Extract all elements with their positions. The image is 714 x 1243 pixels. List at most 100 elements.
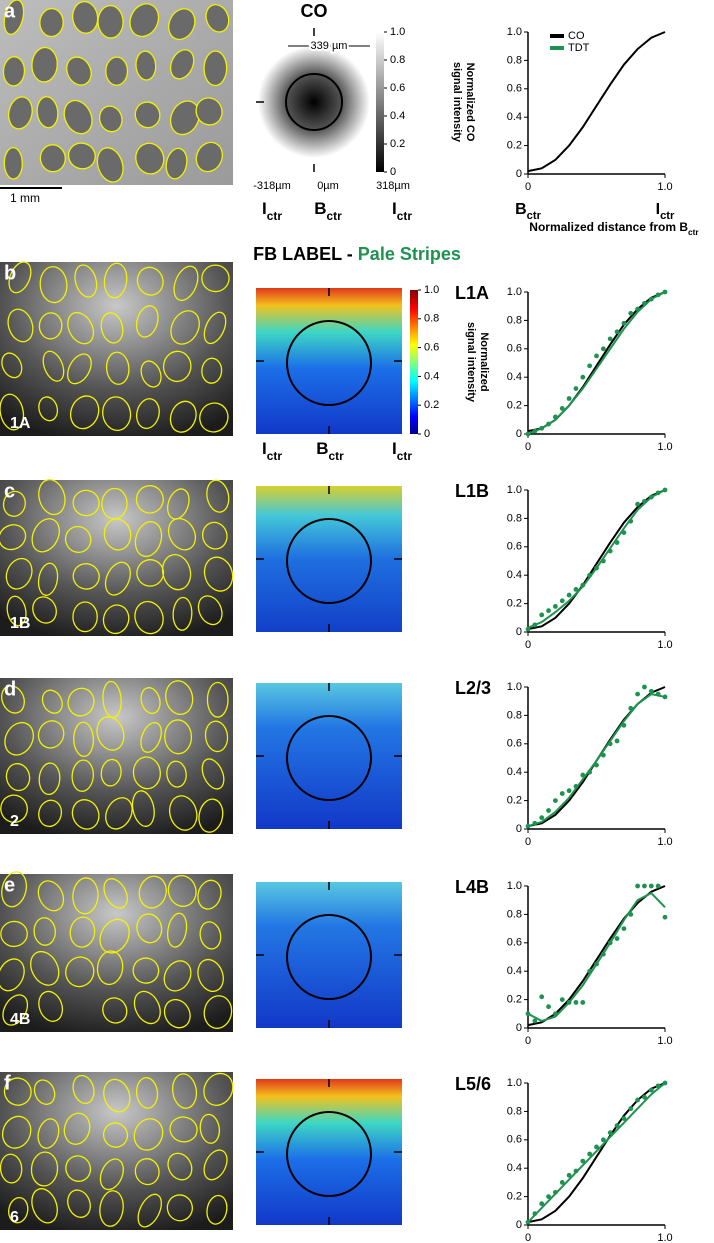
blob-outline	[0, 958, 25, 992]
y-tick-label: 0.4	[507, 111, 522, 123]
x-tick-label: 0	[525, 1232, 531, 1243]
data-point	[655, 883, 661, 889]
series-line	[527, 693, 666, 828]
x-tick-label: 0	[525, 181, 531, 193]
data-point	[594, 961, 599, 967]
data-point	[573, 386, 579, 391]
data-point	[553, 1189, 558, 1195]
data-point	[594, 1144, 599, 1150]
data-point	[553, 604, 558, 609]
data-point	[642, 883, 647, 889]
data-point	[539, 612, 545, 618]
blob-outline	[206, 681, 229, 718]
data-point	[546, 1194, 551, 1199]
blob-outline	[131, 790, 155, 827]
series-line	[527, 31, 666, 173]
blob-outline	[37, 1118, 60, 1149]
blob-outline	[195, 97, 223, 126]
blob-outline	[172, 596, 193, 631]
data-point	[594, 565, 599, 571]
blob-outline	[66, 56, 92, 86]
colorbar-tick-label: 1.0	[424, 284, 439, 296]
blob-outline	[199, 921, 222, 950]
series-line	[527, 686, 666, 828]
blob-outline	[103, 518, 132, 551]
blob-outline	[166, 912, 188, 948]
heatmap	[256, 288, 402, 434]
blob-outline	[67, 311, 95, 345]
blob-outline	[129, 3, 160, 38]
heatmap	[256, 486, 402, 632]
blob-outline	[72, 563, 100, 590]
colorbar-tick-label: 0.6	[390, 82, 405, 94]
y-tick-label: 0	[516, 1219, 522, 1231]
co-map-circle	[285, 73, 343, 131]
y-tick-label: 1.0	[507, 484, 522, 496]
layer-title: L1A	[455, 283, 489, 303]
blob-outline	[67, 142, 96, 170]
series-line	[527, 885, 666, 1027]
blob-outline	[6, 595, 27, 627]
data-point	[655, 691, 661, 697]
blob-outline	[197, 595, 223, 626]
center-label: Ictr	[262, 439, 282, 463]
blob-outline	[102, 997, 128, 1024]
blob-outline	[31, 1188, 58, 1224]
blob-outline	[135, 485, 164, 514]
data-point	[635, 1097, 640, 1103]
blob-outline	[1, 352, 23, 379]
blob-outline	[167, 875, 197, 907]
data-point	[525, 1011, 531, 1017]
y-tick-label: 1.0	[507, 681, 522, 693]
blob-outline	[135, 50, 157, 81]
blob-outline	[140, 360, 162, 388]
center-label: Ictr	[392, 439, 412, 463]
data-point	[614, 540, 620, 545]
y-tick-label: 0.2	[507, 994, 522, 1006]
blob-outline	[165, 680, 194, 715]
blob-outline	[4, 721, 34, 756]
data-point	[573, 1168, 579, 1174]
blob-outline	[203, 50, 228, 87]
center-label-sub: ctr	[267, 449, 283, 463]
blob-outline	[36, 96, 59, 129]
blob-outline	[199, 1113, 221, 1144]
data-point	[662, 914, 668, 920]
blob-outline	[67, 1189, 91, 1218]
blob-outline	[2, 490, 26, 517]
data-point	[573, 784, 579, 789]
center-label-sub: ctr	[267, 209, 283, 223]
x-tick-label: 0	[525, 836, 531, 848]
data-point	[635, 691, 640, 697]
data-point	[546, 808, 551, 813]
panel-letter: f	[4, 1072, 11, 1094]
blob-outline	[105, 56, 129, 86]
series-line	[527, 291, 666, 433]
x-end-label-sub: ctr	[660, 210, 675, 222]
data-point	[614, 936, 620, 941]
data-point	[600, 1137, 606, 1143]
layer-title: L1B	[455, 481, 489, 501]
data-point	[532, 428, 538, 434]
blob-outline	[96, 716, 125, 751]
blob-outline	[31, 46, 58, 83]
blob-outline	[136, 398, 160, 430]
data-point	[573, 1000, 579, 1005]
blob-outline	[134, 600, 164, 635]
blob-outline	[72, 1, 99, 34]
data-point	[532, 1018, 538, 1024]
blob-outline	[72, 877, 99, 915]
blob-outline	[37, 562, 59, 596]
x-end-label: Bctr	[515, 201, 542, 222]
blob-outline	[138, 875, 167, 909]
blob-outline	[5, 557, 33, 590]
y-tick-label: 0.2	[507, 1191, 522, 1203]
blob-outline	[195, 141, 224, 173]
blob-outline	[163, 998, 191, 1029]
data-point	[607, 1130, 613, 1136]
data-point	[662, 289, 668, 295]
data-point	[580, 772, 586, 778]
panel-letter: c	[4, 480, 15, 502]
data-point	[580, 582, 586, 588]
blob-outline	[132, 756, 161, 790]
